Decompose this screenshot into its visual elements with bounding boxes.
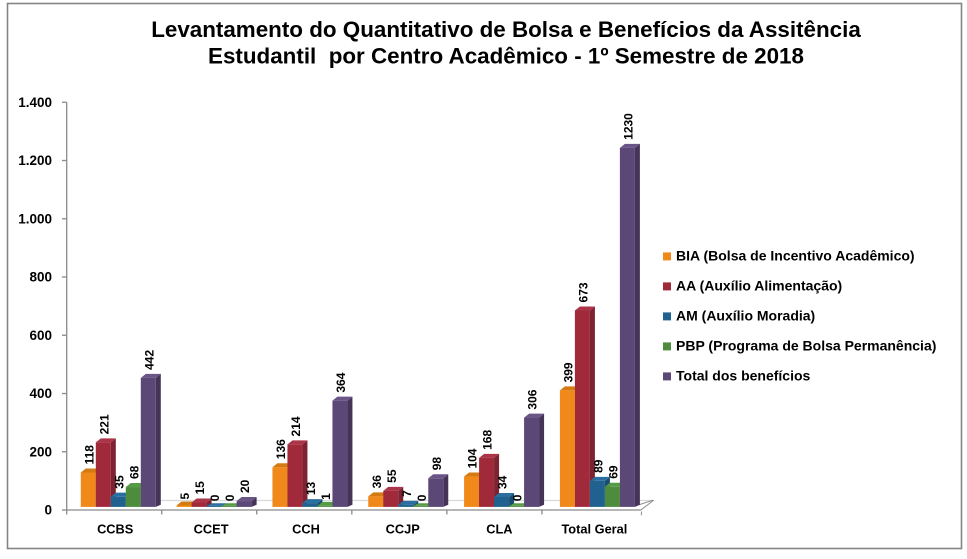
svg-text:AM (Auxílio Moradia): AM (Auxílio Moradia)	[676, 308, 815, 324]
svg-text:0: 0	[44, 503, 52, 518]
svg-text:Levantamento do Quantitativo d: Levantamento do Quantitativo de Bolsa e …	[151, 17, 861, 42]
svg-text:55: 55	[385, 469, 399, 483]
svg-text:1: 1	[319, 493, 333, 500]
svg-text:221: 221	[97, 414, 111, 434]
svg-text:7: 7	[400, 490, 414, 497]
svg-text:400: 400	[29, 386, 52, 401]
svg-text:CLA: CLA	[486, 522, 512, 537]
svg-text:136: 136	[274, 439, 288, 459]
svg-text:306: 306	[526, 389, 540, 409]
svg-text:0: 0	[223, 494, 237, 501]
svg-text:800: 800	[29, 270, 52, 285]
svg-text:0: 0	[511, 494, 525, 501]
svg-text:5: 5	[178, 492, 192, 499]
svg-text:1.200: 1.200	[18, 153, 52, 168]
svg-text:Estudantil por Centro Acadêmi: Estudantil por Centro Acadêmico - 1º Sem…	[208, 43, 804, 68]
svg-text:CCJP: CCJP	[386, 522, 421, 537]
svg-text:13: 13	[304, 481, 318, 495]
svg-text:442: 442	[142, 350, 156, 370]
svg-text:200: 200	[29, 444, 52, 459]
svg-text:68: 68	[127, 465, 141, 479]
svg-text:35: 35	[112, 475, 126, 489]
svg-text:AA (Auxílio Alimentação): AA (Auxílio Alimentação)	[676, 278, 842, 294]
svg-text:36: 36	[370, 475, 384, 489]
svg-text:CCET: CCET	[194, 522, 229, 537]
svg-text:1230: 1230	[622, 113, 636, 140]
svg-text:168: 168	[481, 430, 495, 450]
svg-text:CCBS: CCBS	[97, 522, 134, 537]
svg-text:15: 15	[193, 481, 207, 495]
svg-text:673: 673	[577, 282, 591, 302]
svg-text:104: 104	[466, 448, 480, 468]
svg-text:89: 89	[592, 459, 606, 473]
svg-text:CCH: CCH	[292, 522, 320, 537]
svg-text:69: 69	[607, 465, 621, 479]
svg-text:Total Geral: Total Geral	[561, 522, 627, 537]
svg-text:0: 0	[415, 494, 429, 501]
svg-text:98: 98	[430, 457, 444, 471]
svg-text:BIA (Bolsa de Incentivo Acadêm: BIA (Bolsa de Incentivo Acadêmico)	[676, 248, 915, 264]
svg-text:118: 118	[82, 445, 96, 465]
svg-text:214: 214	[289, 416, 303, 436]
svg-text:20: 20	[238, 479, 252, 493]
svg-text:Total dos benefícios: Total dos benefícios	[676, 368, 811, 384]
svg-text:399: 399	[562, 362, 576, 382]
svg-text:PBP (Programa de Bolsa Permanê: PBP (Programa de Bolsa Permanência)	[676, 338, 936, 354]
svg-text:1.400: 1.400	[18, 95, 52, 110]
svg-text:364: 364	[334, 372, 348, 392]
svg-text:1.000: 1.000	[18, 211, 52, 226]
svg-text:34: 34	[496, 475, 510, 489]
svg-text:600: 600	[29, 328, 52, 343]
svg-text:0: 0	[208, 494, 222, 501]
